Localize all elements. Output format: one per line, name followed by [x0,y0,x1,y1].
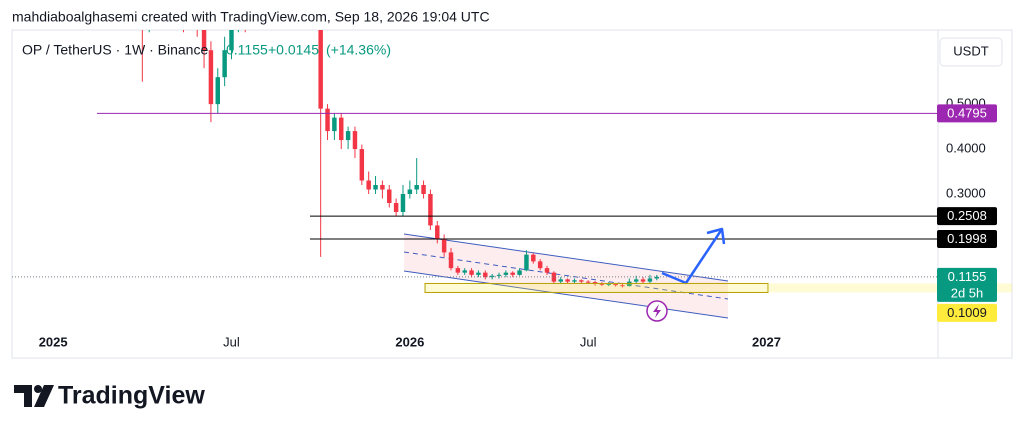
candle-body [298,0,302,5]
last-price-text: 0.1155 [226,42,268,58]
attribution: mahdiaboalghasemi created with TradingVi… [12,9,490,25]
candle-body [572,280,577,282]
x-tick-label: 2027 [752,334,781,349]
candle-body [305,0,309,5]
candle-body [366,180,371,190]
candle-body [558,279,563,282]
candle-body [332,117,337,132]
candle-body [599,283,605,285]
candle-body [373,185,378,190]
candle-body [517,270,522,275]
candle-body [208,50,214,105]
price-label: 0.4795 [947,105,987,120]
plot-area [12,0,938,288]
candle-body [318,30,323,109]
countdown-label: 2d 5h [951,285,984,300]
candle-body [387,189,392,203]
channel-upper [403,233,729,282]
price-label-box [937,230,997,249]
event-icon-bolt [653,304,661,318]
candle-body [414,185,419,190]
candle-body [579,280,584,282]
candle-body [606,283,611,285]
change: +0.0145 [268,42,319,58]
symbol: OP / TetherUS · 1W · Binance [22,42,208,58]
candle-body [352,131,358,150]
candle-body [613,283,618,286]
candle-body [339,117,344,141]
candle-body [201,30,207,51]
candle-body [565,279,570,282]
y-tick-label: 0.3000 [946,185,986,200]
price-label-box [937,207,997,226]
candle-body [448,252,454,269]
candle-body [469,270,474,275]
candle-body [455,268,461,273]
y-tick-label: 0.4000 [946,141,986,156]
candle-body [325,108,330,132]
brand: TradingView [58,382,205,410]
candle-body [400,194,406,212]
channel-middle [403,251,729,300]
candle-body [620,285,625,287]
candle-body [633,279,639,282]
brand-logo [14,385,32,407]
candle-body [222,50,227,78]
candle-body [585,281,591,283]
candle-body [407,189,413,194]
change-pct: (+14.36%) [326,42,391,58]
price-label: 0.2508 [947,208,987,223]
currency-box[interactable] [939,37,1003,67]
candle-body [537,261,543,269]
price-label-box [937,267,997,302]
candle-body [544,268,550,273]
x-tick-label: 2026 [395,334,424,349]
candle-body [441,238,447,253]
candle-body [229,30,234,51]
currency: USDT [953,43,988,58]
candle-body [359,149,365,181]
x-tick-label: Jul [223,334,240,349]
candle-body [483,272,488,278]
candle-body [503,272,509,275]
x-tick-label: 2025 [39,334,68,349]
candle-body [215,77,221,105]
arrow-head [706,227,726,245]
x-tick-label: Jul [580,334,597,349]
chart-frame [11,29,1013,359]
candle-body [421,185,426,194]
candle-body [551,272,557,282]
candle-body [380,185,385,190]
channel-lower [403,270,729,319]
price-label-box [937,104,997,123]
candle-body [510,272,515,275]
candle-body [476,272,481,275]
support-zone-extension [768,283,1012,293]
candle-body [647,278,653,282]
brand-logo-dot [34,385,42,393]
candle-body [462,270,467,273]
candle-body [654,276,659,279]
support-zone [424,282,769,293]
candle-body [496,274,502,276]
price-label-box [937,303,997,322]
price-label: 0.1009 [947,305,987,320]
candle-body [435,225,440,239]
candle-body [393,202,399,212]
brand-logo-slash [34,385,54,407]
price-label: 0.1998 [947,231,987,246]
price-label: 0.1155 [948,269,987,284]
candle-body [531,254,536,262]
candle-body [640,279,646,282]
candle-body [428,194,433,226]
candle-body [345,131,351,141]
candle-body [524,254,529,271]
